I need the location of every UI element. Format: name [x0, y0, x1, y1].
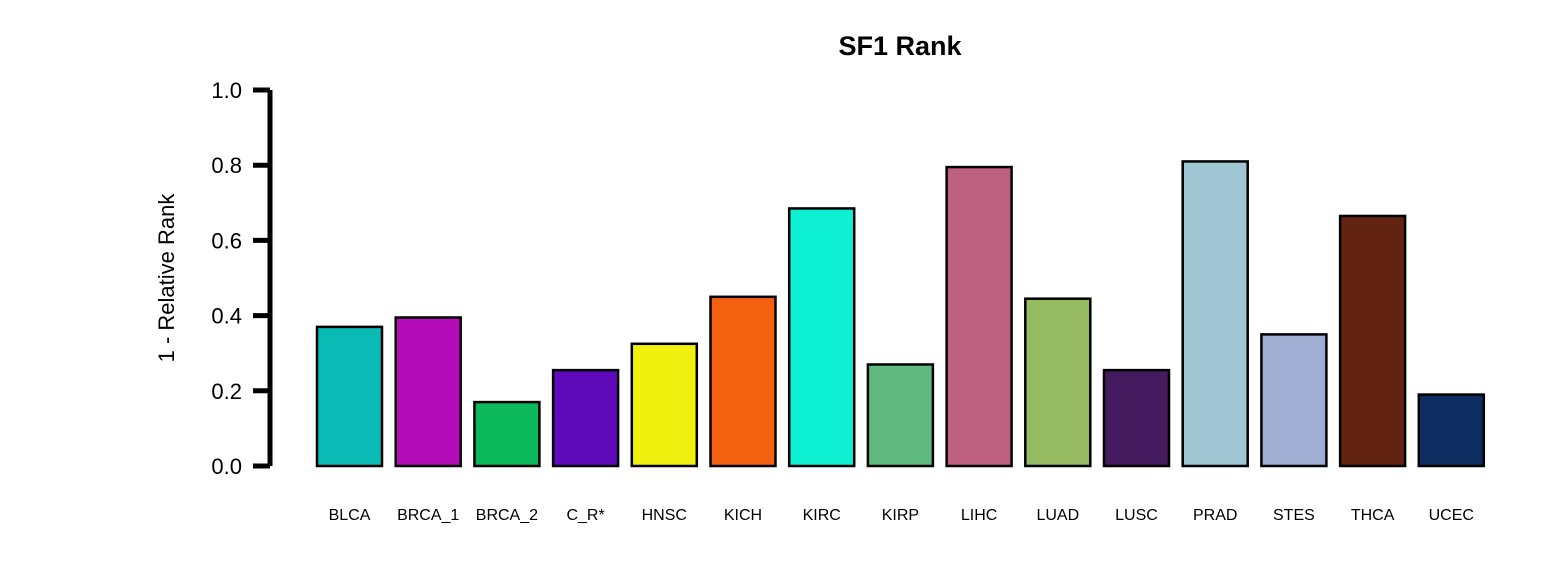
x-tick-label: THCA — [1351, 507, 1395, 524]
y-axis: 0.0 0.2 0.4 0.6 0.8 1.0 — [211, 78, 273, 479]
x-tick-label: PRAD — [1193, 507, 1237, 524]
x-tick-label: LUSC — [1115, 507, 1158, 524]
x-tick-label: UCEC — [1429, 507, 1474, 524]
x-tick-label: KIRC — [803, 507, 841, 524]
x-tick-label: BRCA_1 — [397, 507, 459, 524]
x-tick-label: BRCA_2 — [476, 507, 538, 524]
bar-brca-1 — [394, 316, 462, 468]
x-tick-label: KICH — [724, 507, 762, 524]
y-tick-label: 0.0 — [211, 454, 242, 479]
bar-lusc — [1102, 368, 1171, 468]
chart-title: SF1 Rank — [838, 31, 962, 61]
x-tick-label: C_R* — [566, 507, 604, 524]
bar-blca — [315, 325, 384, 468]
x-tick-label: STES — [1273, 507, 1315, 524]
bar-ucec — [1417, 393, 1486, 468]
x-tick-label: KIRP — [882, 507, 919, 524]
bar-luad — [1024, 297, 1092, 468]
bar-kich — [709, 295, 777, 468]
bar-brca-2 — [473, 400, 541, 468]
bar-kirc — [787, 207, 856, 468]
x-tick-label: HNSC — [642, 507, 687, 524]
y-tick-label: 0.2 — [211, 379, 242, 404]
y-tick-label: 0.6 — [211, 228, 242, 253]
bars — [315, 160, 1486, 468]
bar-prad — [1181, 160, 1249, 468]
x-tick-label: LUAD — [1036, 507, 1079, 524]
bar-stes — [1260, 333, 1328, 468]
x-tick-label: BLCA — [329, 507, 371, 524]
bar-c-r- — [551, 368, 620, 468]
x-axis-labels: BLCA BRCA_1 BRCA_2 C_R* HNSC KICH KIRC KIRP LIHC… — [329, 507, 1474, 524]
x-tick-label: LIHC — [961, 507, 997, 524]
y-tick-label: 0.8 — [211, 153, 242, 178]
bar-kirp — [866, 363, 935, 468]
bar-lihc — [945, 165, 1013, 468]
bar-thca — [1338, 214, 1407, 468]
y-axis-label: 1 - Relative Rank — [154, 193, 179, 363]
y-tick-label: 0.4 — [211, 304, 242, 329]
bar-hnsc — [630, 342, 699, 468]
y-tick-label: 1.0 — [211, 78, 242, 103]
